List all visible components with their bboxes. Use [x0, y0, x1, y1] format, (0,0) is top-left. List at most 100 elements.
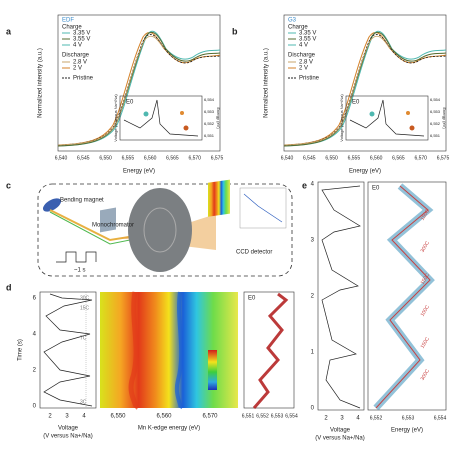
- rate-label: 300C: [420, 240, 431, 254]
- x-tick-label: 6,565: [392, 155, 405, 161]
- marker: [143, 111, 149, 117]
- label: Time (s): [18, 339, 24, 361]
- curve: [375, 185, 431, 409]
- frame: [208, 179, 230, 217]
- panel-a: a Normalized intensity (a.u.) 6,540 6,545…: [6, 14, 224, 175]
- rate-label: 7C: [80, 335, 87, 341]
- x-tick-label: 6,553: [402, 415, 415, 421]
- y-tick-label: 0: [33, 404, 37, 410]
- legend-label: 2 V: [73, 66, 82, 72]
- frame: [367, 181, 447, 411]
- shape: 0 1 2 3 4 2 3 4 6,552 6,553 6,554 300C 150C 100C 150C 3…: [311, 182, 447, 422]
- rate-label: 3C: [80, 399, 87, 405]
- frame: [283, 14, 447, 152]
- inset-tick-label: 6,551: [430, 133, 441, 138]
- x-tick-label: 4: [356, 416, 360, 422]
- frame: [100, 207, 116, 233]
- label: E0: [372, 186, 380, 192]
- x-tick-label: 6,554: [434, 415, 447, 421]
- label: Bending magnet: [60, 198, 104, 204]
- x-tick-label: 3: [65, 414, 69, 420]
- x-tick-label: 6,560: [144, 155, 157, 161]
- x-tick-label: 6,555: [348, 155, 361, 161]
- marker: [406, 111, 410, 115]
- panel-e: e E0 0 1 2 3 4 2 3 4 6,552 6,553 6,554 300C 150C 100C…: [302, 180, 446, 441]
- inset-tick-label: 6,552: [204, 121, 215, 126]
- x-tick-label: 2: [324, 416, 328, 422]
- rate-label: 30C: [80, 295, 90, 301]
- curve: [349, 99, 425, 137]
- shape: 6,540 6,545 6,550 6,555 6,560 6,565 6,570 6,575: [55, 155, 224, 161]
- label: Normalized intensity (a.u.): [38, 48, 44, 118]
- curve: [243, 193, 283, 223]
- legend-label: 4 V: [299, 43, 308, 49]
- x-tick-label: 6,552: [370, 415, 383, 421]
- x-tick-label: 6,545: [77, 155, 90, 161]
- y-tick-label: 1: [311, 350, 315, 356]
- frame: [57, 14, 221, 152]
- frame: [100, 292, 238, 408]
- label: Monochromator: [92, 223, 134, 229]
- legend-label: Charge: [288, 25, 308, 31]
- legend-label: Discharge: [62, 53, 90, 59]
- frame: [345, 95, 429, 141]
- inset-tick-label: 6,551: [204, 133, 215, 138]
- x-tick-label: 3: [340, 416, 344, 422]
- x-tick-label: 6,560: [156, 414, 172, 420]
- label: E0: [126, 100, 134, 106]
- marker: [369, 111, 375, 117]
- curve: [321, 185, 361, 409]
- x-tick-label: 6,570: [202, 414, 218, 420]
- label: Voltage: [58, 426, 79, 432]
- label: CCD detector: [236, 250, 272, 256]
- legend-label: 3.55 V: [299, 37, 316, 43]
- label: Voltage (V versus Na+/Na): [339, 94, 344, 142]
- x-tick-label: 6,540: [281, 155, 294, 161]
- x-tick-label: 6,540: [55, 155, 68, 161]
- y-tick-label: 2: [311, 294, 315, 300]
- rate-label: 150C: [420, 336, 431, 350]
- label: c: [6, 180, 11, 190]
- label: Energy (eV): [216, 107, 221, 129]
- shape: 6,554 6,553 6,552 6,551: [430, 97, 441, 138]
- label: Energy (eV): [123, 169, 155, 175]
- frame: [208, 350, 217, 390]
- legend-label: 2 V: [299, 66, 308, 72]
- inset-tick-label: 6,552: [430, 121, 441, 126]
- label: Energy (eV): [442, 107, 447, 129]
- curve: [123, 99, 199, 137]
- label: Voltage: [330, 428, 351, 434]
- x-tick-label: 6,575: [437, 155, 450, 161]
- frame: [239, 187, 287, 229]
- curve: [128, 291, 139, 410]
- curve: [56, 251, 97, 263]
- label: b: [232, 26, 238, 36]
- marker: [183, 125, 189, 131]
- inset-tick-label: 6,554: [430, 97, 441, 102]
- legend-label: 4 V: [73, 43, 82, 49]
- label: d: [6, 282, 12, 292]
- inset-tick-label: 6,553: [430, 109, 441, 114]
- x-tick-label: 6,550: [99, 155, 112, 161]
- legend-label: 2.8 V: [299, 60, 313, 66]
- legend-label: Discharge: [288, 53, 316, 59]
- x-tick-label: 6,552: [256, 413, 269, 419]
- x-tick-label: 6,551: [242, 413, 255, 419]
- label: Mn K-edge energy (eV): [138, 426, 200, 432]
- y-tick-label: 3: [311, 238, 315, 244]
- curves: [283, 30, 447, 147]
- frame: [39, 291, 97, 409]
- rate-label: 100C: [420, 304, 431, 318]
- x-tick-label: 6,570: [188, 155, 201, 161]
- rate-label: 15C: [80, 305, 90, 311]
- x-tick-label: 6,545: [303, 155, 316, 161]
- inset-tick-label: 6,553: [204, 109, 215, 114]
- x-tick-label: 6,555: [122, 155, 135, 161]
- frame: [37, 183, 293, 277]
- rate-label: 150C: [420, 208, 431, 222]
- x-tick-label: 6,550: [325, 155, 338, 161]
- shape: [143, 207, 177, 253]
- label: (V versus Na+/Na): [315, 436, 365, 442]
